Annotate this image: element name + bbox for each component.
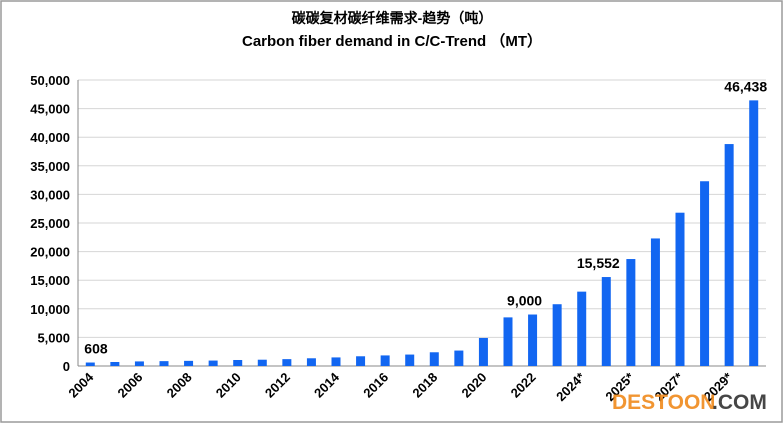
bar — [356, 356, 366, 366]
bar — [650, 238, 660, 366]
bar — [552, 304, 562, 366]
bar — [601, 277, 611, 366]
bar — [257, 359, 267, 366]
bar — [405, 354, 415, 366]
bar — [208, 360, 218, 366]
data-label: 9,000 — [507, 293, 542, 309]
y-tick-label: 5,000 — [37, 330, 70, 345]
y-tick-label: 0 — [63, 359, 70, 374]
chart-title: 碳碳复材碳纤维需求-趋势（吨） — [292, 10, 493, 26]
y-tick-label: 10,000 — [30, 302, 70, 317]
bar — [233, 359, 243, 366]
y-tick-label: 40,000 — [30, 130, 70, 145]
bar — [134, 361, 144, 366]
bar — [749, 100, 759, 367]
bar — [503, 317, 513, 366]
bar — [577, 291, 587, 366]
y-tick-label: 45,000 — [30, 102, 70, 117]
bar — [331, 357, 341, 366]
bar — [528, 314, 538, 366]
data-label: 46,438 — [724, 78, 767, 94]
bar — [454, 350, 464, 366]
bar — [380, 355, 390, 366]
bar — [159, 361, 169, 366]
y-tick-label: 30,000 — [30, 187, 70, 202]
bar — [184, 360, 194, 366]
y-tick-label: 20,000 — [30, 245, 70, 260]
bar — [626, 259, 636, 366]
y-tick-label: 50,000 — [30, 73, 70, 88]
bar — [478, 337, 488, 366]
bar — [85, 362, 95, 366]
watermark: DESTOON — [612, 391, 715, 414]
y-tick-label: 35,000 — [30, 159, 70, 174]
bar — [110, 361, 120, 366]
bar — [700, 181, 710, 366]
y-tick-label: 15,000 — [30, 273, 70, 288]
bar — [306, 358, 316, 366]
chart-subtitle: Carbon fiber demand in C/C-Trend （MT） — [242, 32, 542, 50]
bar — [429, 352, 439, 366]
watermark: .COM — [712, 391, 767, 414]
data-label: 608 — [84, 341, 108, 357]
bar — [282, 359, 292, 366]
bar — [724, 144, 734, 366]
data-label: 15,552 — [577, 255, 620, 271]
bar — [675, 212, 685, 366]
y-tick-label: 25,000 — [30, 216, 70, 231]
